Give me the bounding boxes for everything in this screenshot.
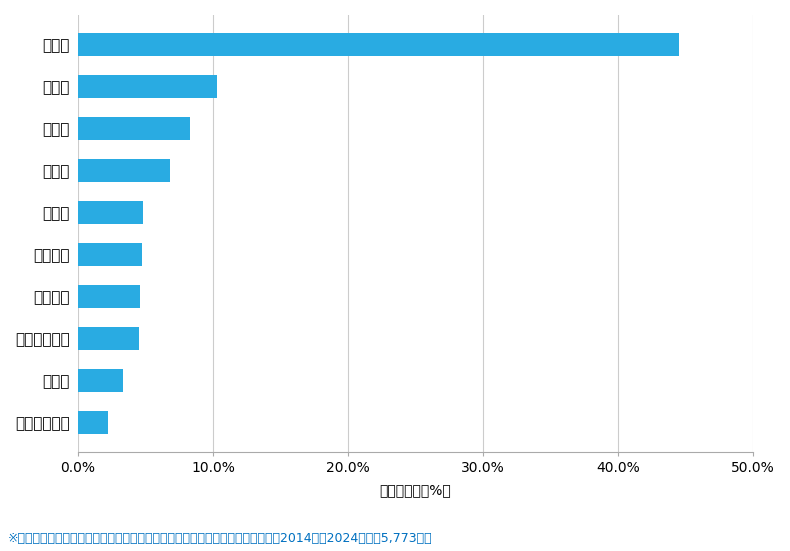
X-axis label: 件数の割合（%）: 件数の割合（%） <box>380 483 451 498</box>
Bar <box>78 369 122 392</box>
Bar <box>78 117 190 140</box>
Bar <box>78 243 141 266</box>
Bar <box>78 75 217 98</box>
Bar <box>78 33 679 56</box>
Bar <box>78 411 107 434</box>
Bar <box>78 327 139 350</box>
Bar <box>78 285 140 308</box>
Bar <box>78 201 143 224</box>
Bar <box>78 159 170 182</box>
Text: ※弊社受付の案件を対象に、受付時に市区町村の回答があったものを集計（期間2014年～2024年、計5,773件）: ※弊社受付の案件を対象に、受付時に市区町村の回答があったものを集計（期間2014… <box>8 532 433 545</box>
